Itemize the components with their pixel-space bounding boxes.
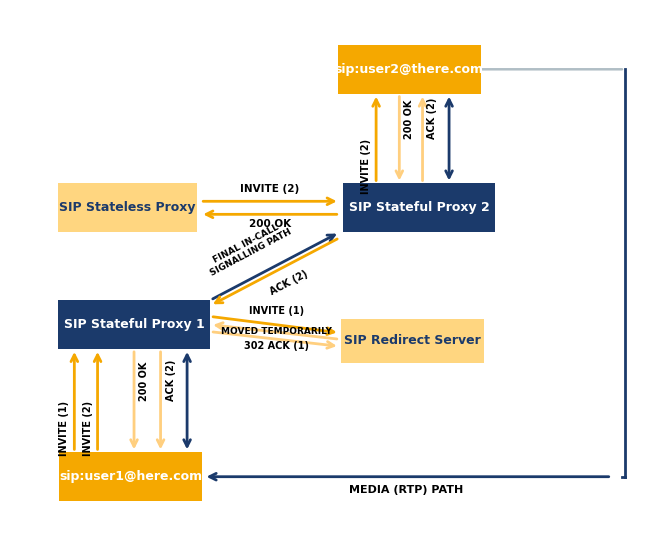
Text: ACK (2): ACK (2) bbox=[166, 359, 176, 401]
Text: SIP Redirect Server: SIP Redirect Server bbox=[344, 334, 481, 347]
FancyBboxPatch shape bbox=[59, 452, 202, 501]
Text: FINAL IN-CALL
SIGNALLING PATH: FINAL IN-CALL SIGNALLING PATH bbox=[204, 218, 294, 278]
Text: INVITE (1): INVITE (1) bbox=[59, 401, 69, 456]
Text: ACK (2): ACK (2) bbox=[268, 269, 310, 297]
FancyBboxPatch shape bbox=[58, 183, 197, 232]
Text: SIP Stateful Proxy 1: SIP Stateful Proxy 1 bbox=[64, 318, 204, 331]
Text: sip:user1@here.com: sip:user1@here.com bbox=[59, 470, 202, 483]
Text: 302 ACK (1): 302 ACK (1) bbox=[244, 341, 309, 351]
FancyBboxPatch shape bbox=[58, 300, 210, 349]
Text: INVITE (1): INVITE (1) bbox=[249, 306, 304, 317]
Text: sip:user2@there.com: sip:user2@there.com bbox=[335, 63, 484, 76]
Text: ACK (2): ACK (2) bbox=[428, 97, 438, 139]
Text: 200 OK: 200 OK bbox=[139, 361, 149, 401]
Text: 200 OK: 200 OK bbox=[404, 99, 414, 139]
Text: SIP Stateful Proxy 2: SIP Stateful Proxy 2 bbox=[349, 201, 490, 215]
FancyBboxPatch shape bbox=[343, 183, 496, 232]
Text: MEDIA (RTP) PATH: MEDIA (RTP) PATH bbox=[349, 485, 463, 495]
Text: INVITE (2): INVITE (2) bbox=[361, 139, 371, 194]
Text: MOVED TEMPORARILY: MOVED TEMPORARILY bbox=[221, 327, 332, 336]
Text: 200 OK: 200 OK bbox=[249, 219, 291, 229]
FancyBboxPatch shape bbox=[338, 45, 481, 94]
Text: INVITE (2): INVITE (2) bbox=[83, 401, 93, 456]
Text: SIP Stateless Proxy: SIP Stateless Proxy bbox=[59, 201, 196, 215]
Text: INVITE (2): INVITE (2) bbox=[240, 184, 300, 194]
FancyBboxPatch shape bbox=[341, 319, 484, 363]
